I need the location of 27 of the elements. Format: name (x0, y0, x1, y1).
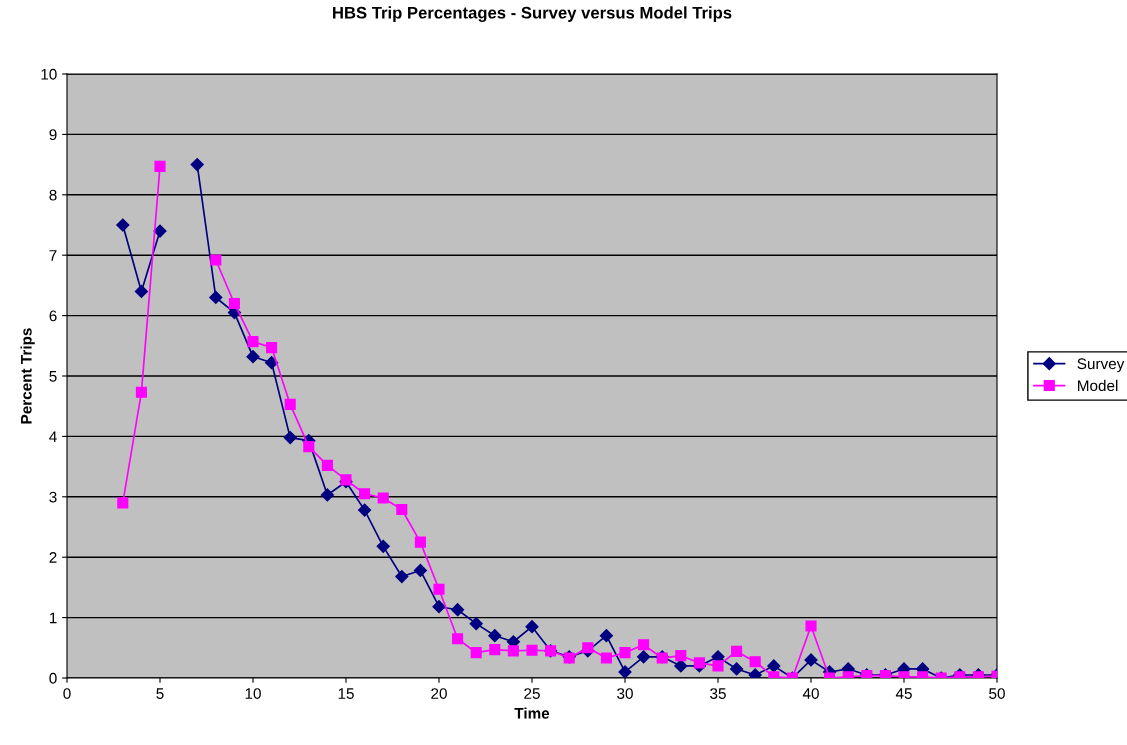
x-tick-label: 40 (802, 688, 819, 699)
y-tick-label: 5 (49, 371, 57, 382)
y-tick-label: 0 (49, 672, 57, 684)
x-tick-label: 30 (617, 688, 633, 699)
x-tick-label: 50 (989, 688, 1005, 699)
x-tick-label: 0 (63, 688, 71, 699)
y-tick-label: 4 (49, 431, 57, 442)
y-tick-label: 8 (49, 189, 57, 201)
y-tick-label: 10 (41, 68, 57, 80)
legend-label: Survey (1077, 358, 1125, 373)
y-tick-label: 3 (49, 491, 57, 503)
y-tick-label: 7 (49, 250, 57, 261)
x-axis-title: Time (514, 707, 550, 719)
y-axis-title: Percent Trips (20, 328, 35, 424)
x-tick-label: 35 (710, 688, 726, 699)
x-tick-label: 15 (338, 688, 354, 699)
y-tick-label: 2 (49, 552, 57, 563)
legend-label: Model (1078, 379, 1118, 392)
x-tick-label: 45 (895, 688, 912, 699)
y-tick-label: 6 (49, 310, 57, 322)
y-tick-label: 1 (49, 612, 57, 624)
x-tick-label: 20 (431, 688, 447, 699)
x-tick-label: 5 (156, 688, 164, 699)
y-tick-label: 9 (49, 129, 57, 141)
chart-title: HBS Trip Percentages - Survey versus Model Trips (333, 6, 732, 22)
x-tick-label: 25 (524, 688, 540, 699)
x-tick-label: 10 (245, 688, 261, 699)
